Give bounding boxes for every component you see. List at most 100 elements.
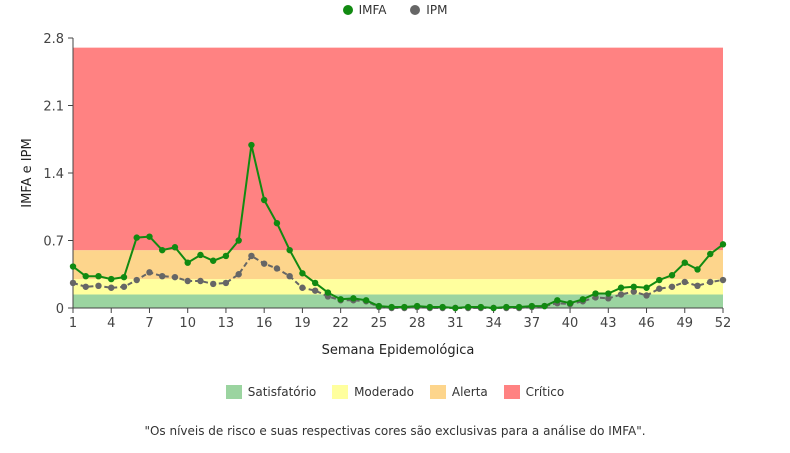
point-imfa-38 (541, 302, 548, 310)
point-ipm-2 (82, 283, 89, 290)
point-imfa-35 (503, 303, 510, 311)
point-imfa-29 (426, 303, 434, 311)
x-tick-label-17: 52 (715, 316, 732, 331)
x-tick-label-5: 16 (256, 316, 273, 331)
point-imfa-52 (719, 241, 727, 248)
point-imfa-19 (299, 270, 306, 277)
legend-item-critico: Crítico (503, 385, 565, 399)
x-tick-label-1: 4 (107, 316, 115, 331)
point-imfa-13 (222, 252, 230, 260)
y-axis-title: IMFA e IPM (20, 138, 35, 207)
point-imfa-42 (592, 290, 599, 297)
satisfatorio-swatch-icon (225, 385, 242, 399)
point-ipm-51 (707, 278, 714, 286)
point-imfa-10 (184, 259, 191, 266)
point-imfa-37 (528, 302, 536, 310)
x-tick-label-16: 49 (676, 316, 693, 331)
risk-band-0 (73, 294, 723, 308)
x-tick-label-10: 31 (447, 316, 464, 331)
x-tick-label-8: 25 (371, 316, 388, 331)
point-imfa-20 (311, 279, 319, 287)
risk-band-2 (73, 250, 723, 280)
series-legend: IMFA IPM (0, 3, 790, 18)
point-imfa-8 (159, 246, 166, 254)
point-imfa-36 (515, 303, 523, 311)
point-imfa-15 (248, 141, 255, 149)
legend-item-imfa[interactable]: IMFA (342, 3, 386, 17)
point-imfa-27 (401, 303, 408, 311)
point-ipm-6 (133, 276, 140, 284)
y-tick-label-2: 1.4 (43, 167, 64, 182)
point-imfa-50 (694, 266, 701, 273)
point-imfa-5 (120, 273, 128, 281)
point-imfa-24 (362, 297, 370, 304)
point-ipm-9 (171, 273, 179, 281)
y-tick-label-4: 2.8 (43, 32, 64, 47)
point-ipm-13 (222, 279, 230, 287)
point-ipm-5 (120, 283, 128, 290)
point-ipm-17 (273, 265, 281, 272)
point-ipm-49 (681, 278, 688, 286)
critico-swatch-icon (503, 385, 520, 399)
point-imfa-9 (171, 244, 179, 251)
point-imfa-44 (617, 284, 625, 291)
point-imfa-21 (324, 289, 332, 296)
point-ipm-4 (108, 284, 115, 291)
point-ipm-48 (668, 283, 676, 290)
point-imfa-3 (95, 272, 102, 280)
legend-label-moderado: Moderado (354, 385, 415, 399)
point-imfa-51 (707, 250, 714, 258)
moderado-swatch-icon (332, 385, 349, 399)
point-ipm-15 (248, 252, 255, 260)
point-ipm-3 (95, 282, 102, 290)
x-tick-label-9: 28 (409, 316, 426, 331)
point-ipm-50 (694, 282, 701, 290)
point-imfa-33 (477, 303, 485, 311)
point-imfa-47 (656, 276, 663, 284)
x-tick-label-2: 7 (145, 316, 153, 331)
legend-item-alerta: Alerta (429, 385, 488, 399)
point-imfa-25 (375, 302, 383, 310)
point-imfa-39 (554, 297, 561, 304)
point-imfa-30 (439, 303, 446, 311)
point-imfa-4 (108, 275, 115, 283)
point-ipm-8 (159, 272, 166, 280)
risk-band-1 (73, 279, 723, 295)
point-imfa-1 (69, 263, 77, 270)
point-imfa-11 (197, 251, 204, 259)
point-imfa-41 (579, 296, 587, 303)
point-ipm-45 (630, 288, 637, 295)
point-imfa-23 (350, 295, 357, 302)
point-ipm-20 (311, 287, 319, 294)
point-ipm-12 (209, 280, 217, 288)
point-imfa-12 (209, 257, 217, 264)
point-imfa-32 (464, 303, 472, 311)
risk-band-3 (73, 47, 723, 251)
point-imfa-43 (605, 290, 612, 297)
point-ipm-10 (184, 277, 191, 285)
x-tick-label-6: 19 (294, 316, 311, 331)
legend-label-critico: Crítico (525, 385, 565, 399)
x-tick-label-14: 43 (600, 316, 617, 331)
x-tick-label-13: 40 (562, 316, 579, 331)
point-ipm-7 (146, 269, 153, 276)
x-tick-label-4: 13 (218, 316, 235, 331)
alerta-swatch-icon (429, 385, 446, 399)
point-ipm-16 (260, 260, 268, 267)
imfa-legend-dot-icon (342, 5, 353, 15)
point-imfa-17 (273, 219, 281, 227)
legend-item-ipm[interactable]: IPM (410, 3, 447, 17)
point-imfa-49 (681, 259, 688, 266)
x-axis-title: Semana Epidemológica (322, 343, 475, 358)
point-imfa-45 (630, 283, 637, 290)
point-imfa-34 (490, 304, 497, 312)
point-ipm-19 (299, 284, 306, 291)
point-ipm-46 (643, 292, 650, 299)
legend-label-satisfatorio: Satisfatório (247, 385, 317, 399)
y-tick-label-3: 2.1 (43, 100, 64, 115)
point-imfa-40 (566, 299, 574, 307)
legend-label-ipm: IPM (426, 3, 448, 17)
legend-item-satisfatorio: Satisfatório (225, 385, 317, 399)
point-ipm-52 (719, 276, 727, 284)
